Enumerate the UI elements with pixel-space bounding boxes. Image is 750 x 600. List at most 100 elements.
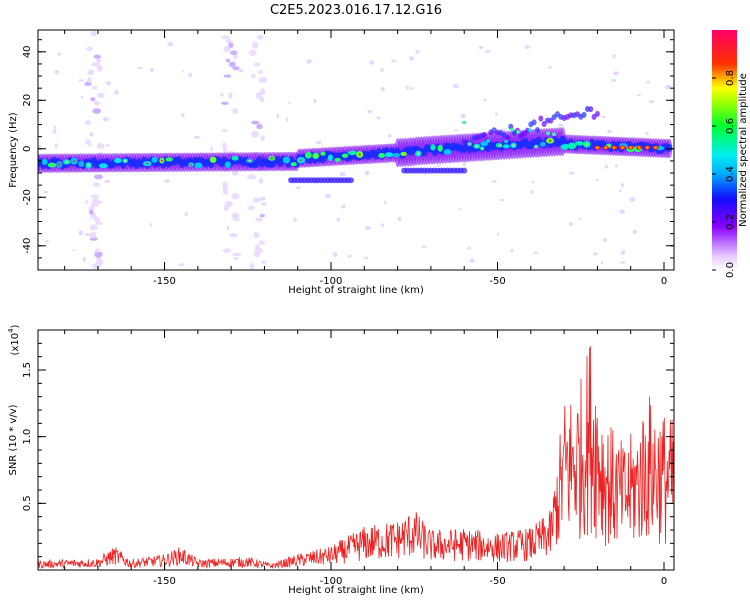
- spectrogram-noise-speck: [620, 261, 627, 264]
- spectrogram-noise-cell: [96, 142, 103, 149]
- spectrogram-noise-cell: [224, 201, 233, 208]
- spectrogram-echo-peak: [160, 159, 164, 162]
- spectrogram-noise-cell: [258, 76, 268, 83]
- spectrogram-noise-cell: [248, 49, 257, 56]
- spectrogram-echo-cell: [486, 139, 491, 143]
- spectrogram-echo-peak: [72, 160, 76, 163]
- spectrogram-noise-cell: [90, 194, 99, 199]
- spectrogram-echo-cell: [151, 156, 158, 163]
- spectrogram-noise-cell: [225, 58, 231, 63]
- spectrogram-noise-cell: [231, 193, 240, 200]
- spectrogram-noise-cell: [250, 73, 256, 79]
- spectrogram-echo-cell: [502, 144, 510, 149]
- spectrogram-noise-cell: [88, 206, 95, 210]
- spectrogram-noise-cell: [222, 181, 228, 188]
- spectrogram-echo-peak: [607, 144, 610, 147]
- spectrogram-echo-peak: [629, 146, 632, 149]
- spectrogram-noise-speck: [568, 171, 575, 175]
- spectrogram-offshoot-cell: [348, 177, 355, 184]
- snr-y-axis: 0.5 1.0 1.5: [22, 342, 674, 558]
- spectrogram-noise-cell: [261, 260, 267, 264]
- spectrogram-noise-cell: [87, 76, 92, 83]
- spectrogram-echo-cell: [430, 144, 436, 151]
- spectrogram-noise-speck: [607, 129, 612, 133]
- spectrogram-noise-cell: [260, 202, 267, 207]
- spectrogram-noise-speck: [43, 191, 49, 194]
- spectrogram-noise-speck: [601, 115, 606, 119]
- spectrogram-noise-cell: [96, 64, 103, 72]
- spectrogram-noise-speck: [604, 164, 608, 169]
- spectrogram-echo-peak: [358, 153, 361, 156]
- spectrogram-noise-cell: [93, 101, 101, 106]
- spectrogram-echo-cell: [539, 141, 546, 147]
- snr-x-tick-label: -100: [320, 576, 343, 587]
- spectrogram-noise-speck: [286, 117, 289, 122]
- spectrogram-echo-cell: [327, 154, 333, 162]
- spectrogram-echo-cell: [575, 140, 584, 146]
- spectrogram-echo-cells: [41, 120, 665, 169]
- colorbar-ticks: 0.0 0.2 0.4 0.6 0.8: [712, 70, 736, 278]
- spectrogram-noise-speck: [367, 109, 372, 114]
- spectrogram-noise-cell: [252, 197, 261, 203]
- spectrogram-noise-speck: [88, 143, 92, 147]
- spectrogram-noise-speck: [57, 52, 61, 56]
- spectrogram-noise-cell: [230, 50, 238, 56]
- spectrogram-noise-speck: [184, 212, 188, 217]
- spectrogram-echo-cell: [282, 156, 291, 164]
- spectrogram-noise-speck: [276, 114, 280, 119]
- spectrogram-noise-cell: [90, 201, 100, 207]
- spectrogram-noise-speck: [54, 143, 58, 149]
- spectrogram-noise-speck: [424, 172, 427, 176]
- spectrogram-noise-speck: [619, 209, 625, 214]
- spectrogram-noise-cell: [258, 178, 264, 184]
- spectrogram-noise-speck: [484, 49, 491, 53]
- spectrogram-noise-cell: [259, 88, 266, 95]
- spectrogram-noise-speck: [149, 68, 154, 72]
- colorbar-tick-label: 0.4: [725, 166, 736, 182]
- spectrogram-noise-speck: [460, 113, 466, 119]
- colorbar-tick-label: 0.8: [725, 70, 736, 86]
- spectrogram-noise-speck: [467, 246, 472, 250]
- snr-y-label: SNR (10 * v/v): [8, 404, 19, 475]
- spectrogram-noise-speck: [54, 125, 57, 130]
- spectrogram-noise-speck: [530, 190, 534, 194]
- spectrogram-noise-speck: [78, 79, 85, 82]
- spectrogram-echo-cell: [209, 156, 217, 163]
- spectrogram-noise-speck: [221, 129, 228, 132]
- spectrogram-noise-speck: [178, 263, 185, 267]
- spectrogram-echo-cell: [378, 152, 385, 158]
- spectrogram-noise-cell: [90, 97, 96, 102]
- spectrogram-x-tick-label: -100: [320, 276, 343, 287]
- spectrogram-echo-peak: [475, 145, 479, 148]
- spectrogram-noise-speck: [341, 204, 346, 209]
- spectrogram-noise-cell: [94, 174, 103, 180]
- spectrogram-noise-speck: [497, 232, 500, 236]
- spectrogram-noise-cell: [94, 248, 101, 253]
- spectrogram-noise-speck: [105, 81, 111, 85]
- spectrogram-echo-peak: [124, 159, 127, 162]
- spectrogram-echo-cell: [480, 146, 485, 151]
- spectrogram-noise-cell: [254, 247, 263, 254]
- snr-series-line: [38, 346, 674, 570]
- spectrogram-noise-speck: [380, 67, 384, 73]
- spectrogram-noise-speck: [332, 252, 338, 257]
- spectrogram-noise-speck: [188, 72, 192, 78]
- spectrogram-noise-speck: [369, 60, 375, 65]
- snr-x-label: Height of straight line (km): [288, 585, 424, 596]
- spectrogram-noise-speck: [364, 170, 370, 176]
- spectrogram-noise-cell: [259, 214, 266, 218]
- spectrogram-noise-cell: [253, 62, 260, 67]
- spectrogram-noise-speck: [288, 101, 291, 105]
- spectrogram-noise-cell: [233, 54, 238, 60]
- spectrogram-noise-cell: [222, 190, 229, 195]
- spectrogram-noise-cell: [229, 232, 238, 238]
- spectrogram-noise-speck: [383, 200, 387, 205]
- spectrogram-echo-peak: [512, 144, 515, 147]
- colorbar: 0.0 0.2 0.4 0.6 0.8 Normalized spectral ampl…: [712, 30, 749, 278]
- spectrogram-noise-speck: [315, 140, 322, 145]
- spectrogram-noise-cell: [256, 123, 263, 130]
- spectrogram-echo-cell: [113, 157, 122, 164]
- spectrogram-noise-cell: [95, 221, 103, 226]
- spectrogram-noise-speck: [226, 225, 229, 230]
- spectrogram-branch-cell: [581, 111, 587, 118]
